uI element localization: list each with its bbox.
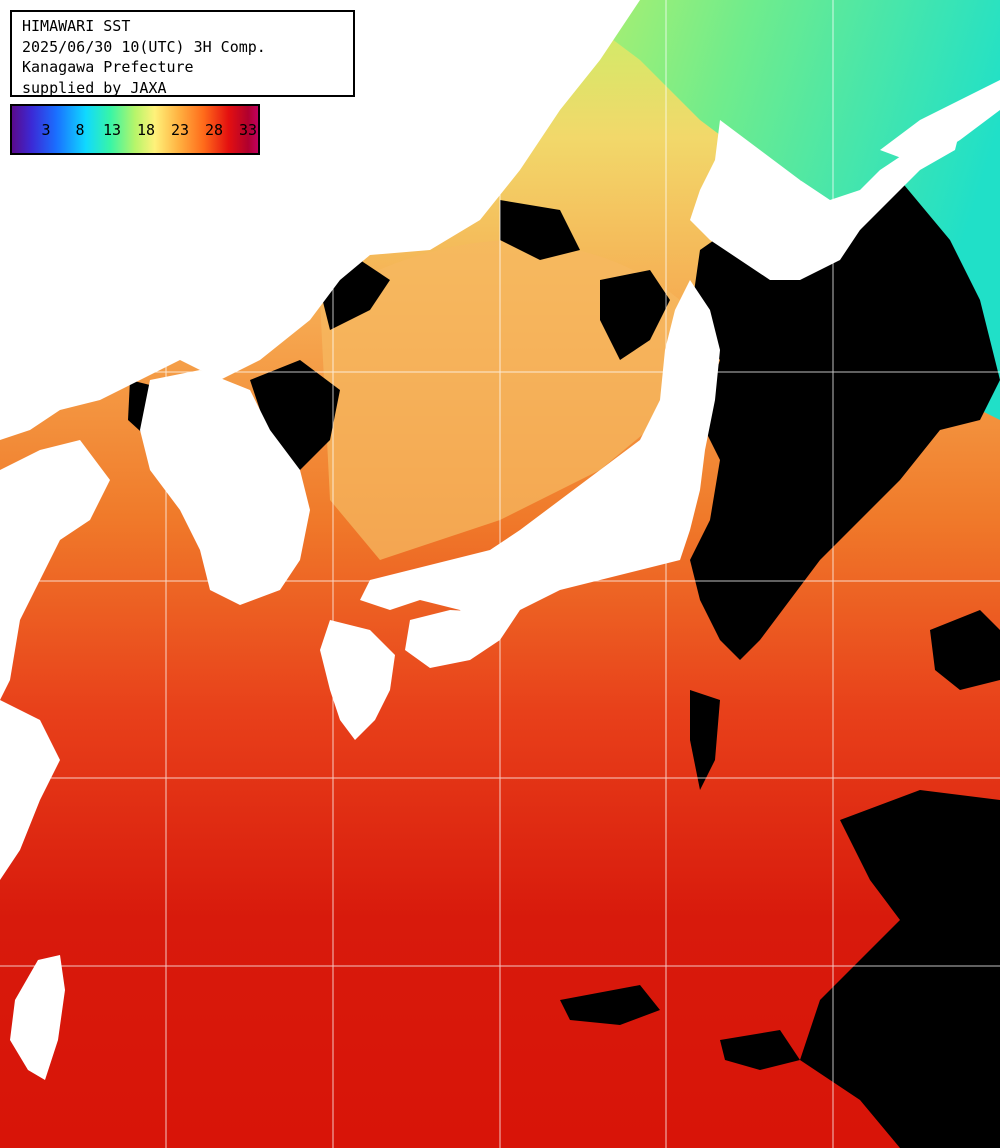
land-kyushu <box>320 620 395 740</box>
lat-label-40n: 40N <box>20 354 43 367</box>
land-shikoku <box>405 610 500 668</box>
legend-tick: 13 <box>102 121 122 139</box>
legend-color-bar <box>12 106 258 153</box>
legend-tick: 18 <box>136 121 156 139</box>
land-taiwan <box>10 955 65 1080</box>
lat-label-30n: 30N <box>20 760 43 773</box>
land-china-south <box>0 700 60 880</box>
legend-tick: 3 <box>41 121 51 139</box>
title-datetime: 2025/06/30 10(UTC) 3H Comp. <box>22 37 266 56</box>
cold-water-region <box>560 0 1000 420</box>
title-product: HIMAWARI SST <box>22 17 131 35</box>
legend-tick: 33 <box>238 121 258 139</box>
legend-tick: 8 <box>75 121 85 139</box>
title-credit: supplied by JAXA <box>22 78 167 97</box>
land-hokkaido <box>690 120 960 280</box>
title-region: Kanagawa Prefecture <box>22 58 194 76</box>
legend-tick: 28 <box>204 121 224 139</box>
land-china-coast <box>0 440 110 700</box>
land-honshu <box>360 280 720 640</box>
cloud-cover <box>128 180 1000 1148</box>
temperature-color-legend: 3 8 13 18 23 28 33 <box>10 104 260 155</box>
land-korea <box>140 370 310 605</box>
legend-tick: 23 <box>170 121 190 139</box>
land-russia-ne <box>880 80 1000 165</box>
map-title-box: HIMAWARI SST 2025/06/30 10(UTC) 3H Comp.… <box>10 10 355 97</box>
